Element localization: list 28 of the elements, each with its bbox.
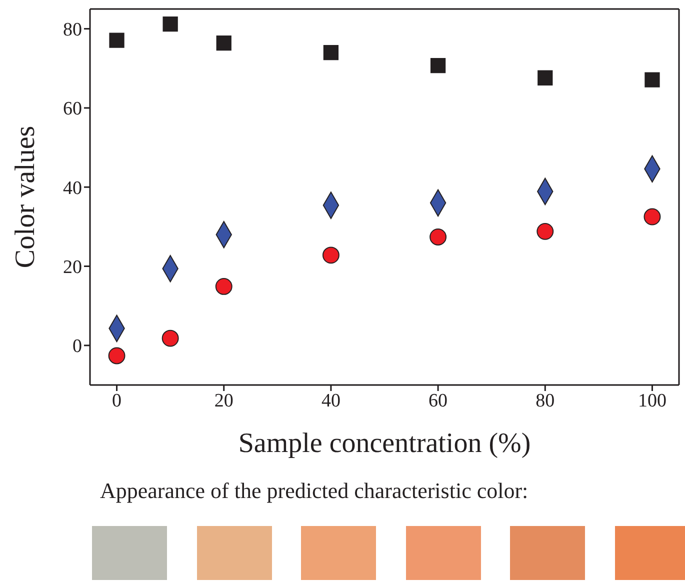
point: [644, 72, 660, 88]
point: [538, 70, 553, 86]
x-axis-title: Sample concentration (%): [238, 428, 531, 459]
y-tick-label: 80: [63, 20, 82, 41]
point: [536, 222, 554, 240]
point: [644, 208, 661, 226]
y-tick-label: 60: [63, 98, 82, 120]
point: [430, 228, 447, 246]
x-tick-label: 20: [214, 390, 234, 412]
x-tick-label: 80: [536, 390, 555, 412]
point: [323, 44, 339, 60]
point: [162, 16, 178, 32]
point: [162, 330, 179, 347]
y-tick-label: 20: [63, 257, 82, 278]
point: [430, 58, 446, 74]
x-tick-label: 0: [112, 390, 122, 412]
point: [108, 347, 126, 364]
y-tick-label: 0: [72, 336, 82, 358]
x-tick-label: 100: [638, 390, 666, 412]
point: [109, 32, 124, 48]
x-tick-label: 40: [321, 390, 340, 412]
point: [215, 278, 232, 295]
point: [322, 246, 340, 264]
point: [216, 35, 232, 51]
y-axis-title: Color values: [10, 126, 41, 268]
y-tick-label: 40: [63, 178, 82, 199]
text: Appearance of the predicted characteristic color:: [100, 478, 528, 504]
x-tick-label: 60: [428, 390, 448, 412]
